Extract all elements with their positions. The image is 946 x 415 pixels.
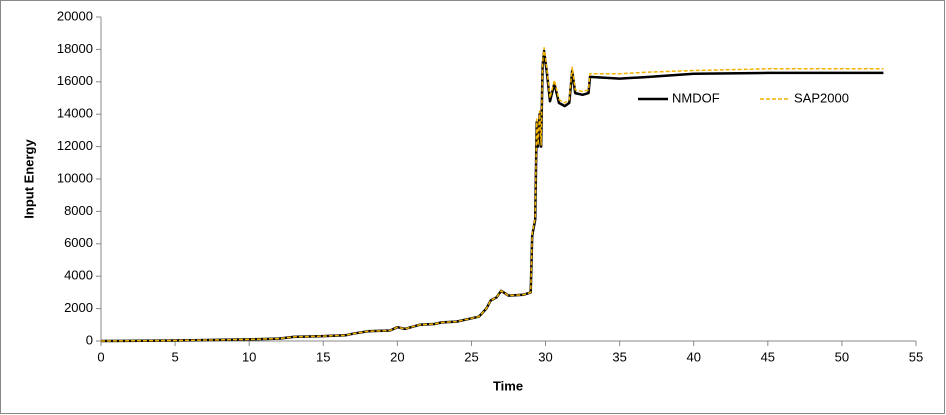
x-tick-label: 0 [97, 349, 104, 364]
x-tick-label: 55 [909, 349, 923, 364]
y-tick-label: 18000 [57, 41, 93, 56]
x-tick-label: 15 [316, 349, 330, 364]
y-tick-label: 16000 [57, 73, 93, 88]
x-tick-label: 5 [171, 349, 178, 364]
y-tick-label: 10000 [57, 170, 93, 185]
y-tick-label: 4000 [64, 268, 93, 283]
x-tick-label: 10 [242, 349, 256, 364]
legend-label: SAP2000 [794, 90, 849, 105]
x-tick-label: 20 [390, 349, 404, 364]
x-tick-label: 25 [464, 349, 478, 364]
x-tick-label: 50 [835, 349, 849, 364]
y-tick-label: 12000 [57, 138, 93, 153]
y-tick-label: 20000 [57, 8, 93, 23]
series-line [100, 47, 884, 342]
x-tick-label: 40 [686, 349, 700, 364]
y-tick-label: 0 [86, 332, 93, 347]
y-tick-label: 2000 [64, 300, 93, 315]
legend-label: NMDOF [672, 90, 720, 105]
y-tick-label: 14000 [57, 106, 93, 121]
x-tick-label: 30 [538, 349, 552, 364]
y-tick-label: 8000 [64, 203, 93, 218]
x-tick-label: 45 [761, 349, 775, 364]
x-axis-title: Time [493, 378, 523, 393]
y-axis-title: Input Energy [21, 139, 36, 219]
x-tick-label: 35 [612, 349, 626, 364]
y-tick-label: 6000 [64, 235, 93, 250]
